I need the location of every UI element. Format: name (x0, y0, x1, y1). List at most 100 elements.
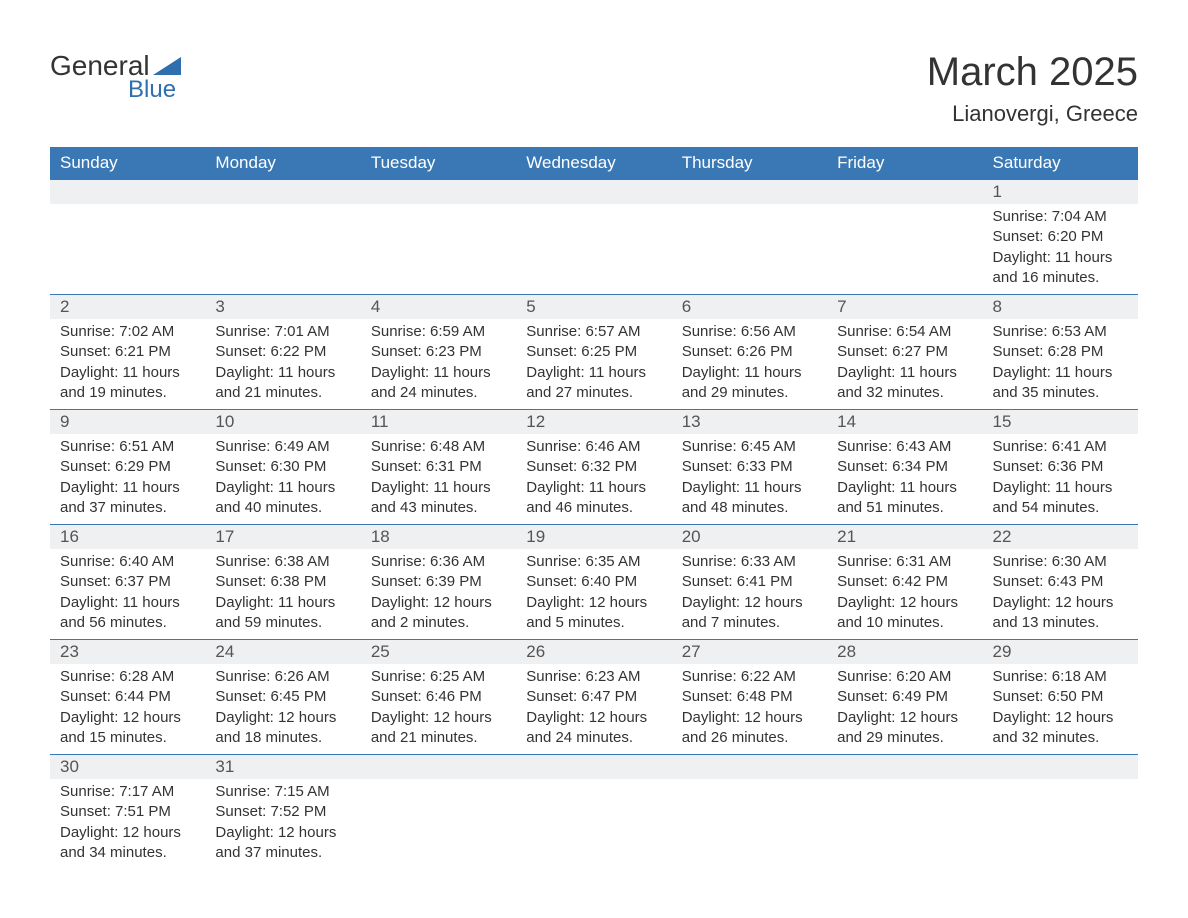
daylight-text-2: and 29 minutes. (682, 383, 817, 403)
day-number-cell: 22 (983, 525, 1138, 550)
daylight-text-1: Daylight: 11 hours (371, 478, 506, 498)
daylight-text-1: Daylight: 11 hours (526, 478, 661, 498)
sunrise-text: Sunrise: 7:15 AM (215, 782, 350, 802)
daylight-text-1: Daylight: 12 hours (371, 593, 506, 613)
day-number-cell: 11 (361, 410, 516, 435)
day-detail-cell: Sunrise: 7:17 AMSunset: 7:51 PMDaylight:… (50, 779, 205, 869)
brand-word-2: Blue (128, 76, 176, 104)
day-number-cell: 15 (983, 410, 1138, 435)
sunset-text: Sunset: 6:40 PM (526, 572, 661, 592)
sunset-text: Sunset: 6:25 PM (526, 342, 661, 362)
day-number-cell: 26 (516, 640, 671, 665)
month-title: March 2025 (927, 50, 1138, 95)
daylight-text-1: Daylight: 12 hours (371, 708, 506, 728)
day-detail-cell: Sunrise: 6:22 AMSunset: 6:48 PMDaylight:… (672, 664, 827, 755)
day-number-cell: 27 (672, 640, 827, 665)
day-detail-cell (672, 779, 827, 869)
sunset-text: Sunset: 6:27 PM (837, 342, 972, 362)
day-detail-cell: Sunrise: 6:31 AMSunset: 6:42 PMDaylight:… (827, 549, 982, 640)
daylight-text-2: and 37 minutes. (215, 843, 350, 863)
day-number-cell: 16 (50, 525, 205, 550)
daylight-text-1: Daylight: 11 hours (215, 478, 350, 498)
daylight-text-1: Daylight: 11 hours (682, 363, 817, 383)
daylight-text-2: and 15 minutes. (60, 728, 195, 748)
calendar-table: Sunday Monday Tuesday Wednesday Thursday… (50, 147, 1138, 869)
daylight-text-2: and 43 minutes. (371, 498, 506, 518)
daylight-text-1: Daylight: 11 hours (993, 478, 1128, 498)
day-number-cell: 4 (361, 295, 516, 320)
day-number-cell: 13 (672, 410, 827, 435)
sunrise-text: Sunrise: 6:46 AM (526, 437, 661, 457)
day-detail-cell: Sunrise: 7:15 AMSunset: 7:52 PMDaylight:… (205, 779, 360, 869)
sunset-text: Sunset: 7:52 PM (215, 802, 350, 822)
day-detail-cell: Sunrise: 6:45 AMSunset: 6:33 PMDaylight:… (672, 434, 827, 525)
daylight-text-1: Daylight: 12 hours (837, 593, 972, 613)
day-number-cell: 8 (983, 295, 1138, 320)
day-number-cell (361, 755, 516, 780)
daylight-text-2: and 46 minutes. (526, 498, 661, 518)
day-detail-cell: Sunrise: 6:41 AMSunset: 6:36 PMDaylight:… (983, 434, 1138, 525)
sunset-text: Sunset: 6:36 PM (993, 457, 1128, 477)
sunrise-text: Sunrise: 6:33 AM (682, 552, 817, 572)
sunset-text: Sunset: 6:29 PM (60, 457, 195, 477)
daylight-text-1: Daylight: 11 hours (60, 593, 195, 613)
daylight-text-2: and 29 minutes. (837, 728, 972, 748)
sunset-text: Sunset: 6:43 PM (993, 572, 1128, 592)
sunrise-text: Sunrise: 6:35 AM (526, 552, 661, 572)
sunrise-text: Sunrise: 6:51 AM (60, 437, 195, 457)
day-number-cell: 9 (50, 410, 205, 435)
day-number-cell: 25 (361, 640, 516, 665)
day-number-cell: 6 (672, 295, 827, 320)
day-detail-cell: Sunrise: 6:57 AMSunset: 6:25 PMDaylight:… (516, 319, 671, 410)
day-detail-cell (827, 779, 982, 869)
daylight-text-1: Daylight: 11 hours (682, 478, 817, 498)
daylight-text-2: and 40 minutes. (215, 498, 350, 518)
day-detail-cell: Sunrise: 6:40 AMSunset: 6:37 PMDaylight:… (50, 549, 205, 640)
day-detail-cell (983, 779, 1138, 869)
weekday-header-row: Sunday Monday Tuesday Wednesday Thursday… (50, 147, 1138, 180)
daylight-text-1: Daylight: 11 hours (215, 593, 350, 613)
daylight-text-1: Daylight: 11 hours (60, 363, 195, 383)
sunset-text: Sunset: 6:45 PM (215, 687, 350, 707)
daylight-text-1: Daylight: 11 hours (837, 478, 972, 498)
day-detail-row: Sunrise: 7:04 AMSunset: 6:20 PMDaylight:… (50, 204, 1138, 295)
sunset-text: Sunset: 6:46 PM (371, 687, 506, 707)
sunrise-text: Sunrise: 6:30 AM (993, 552, 1128, 572)
day-detail-cell (361, 779, 516, 869)
daylight-text-2: and 27 minutes. (526, 383, 661, 403)
day-number-cell: 12 (516, 410, 671, 435)
day-number-cell: 1 (983, 180, 1138, 205)
daylight-text-2: and 13 minutes. (993, 613, 1128, 633)
day-detail-cell: Sunrise: 6:53 AMSunset: 6:28 PMDaylight:… (983, 319, 1138, 410)
daylight-text-1: Daylight: 12 hours (993, 593, 1128, 613)
day-detail-cell: Sunrise: 6:54 AMSunset: 6:27 PMDaylight:… (827, 319, 982, 410)
day-detail-cell: Sunrise: 6:46 AMSunset: 6:32 PMDaylight:… (516, 434, 671, 525)
day-detail-cell: Sunrise: 7:04 AMSunset: 6:20 PMDaylight:… (983, 204, 1138, 295)
sunrise-text: Sunrise: 6:40 AM (60, 552, 195, 572)
day-detail-cell: Sunrise: 6:59 AMSunset: 6:23 PMDaylight:… (361, 319, 516, 410)
header: General Blue March 2025 Lianovergi, Gree… (50, 50, 1138, 127)
daylight-text-1: Daylight: 11 hours (526, 363, 661, 383)
weekday-header: Sunday (50, 147, 205, 180)
daylight-text-1: Daylight: 12 hours (60, 823, 195, 843)
sunset-text: Sunset: 6:48 PM (682, 687, 817, 707)
daylight-text-2: and 2 minutes. (371, 613, 506, 633)
sunrise-text: Sunrise: 6:28 AM (60, 667, 195, 687)
day-detail-cell: Sunrise: 6:18 AMSunset: 6:50 PMDaylight:… (983, 664, 1138, 755)
day-detail-cell (827, 204, 982, 295)
daylight-text-2: and 56 minutes. (60, 613, 195, 633)
daylight-text-2: and 32 minutes. (837, 383, 972, 403)
daylight-text-1: Daylight: 11 hours (371, 363, 506, 383)
day-number-row: 23242526272829 (50, 640, 1138, 665)
daylight-text-1: Daylight: 12 hours (60, 708, 195, 728)
day-detail-row: Sunrise: 6:28 AMSunset: 6:44 PMDaylight:… (50, 664, 1138, 755)
sunset-text: Sunset: 6:49 PM (837, 687, 972, 707)
sunrise-text: Sunrise: 6:36 AM (371, 552, 506, 572)
daylight-text-1: Daylight: 11 hours (215, 363, 350, 383)
day-number-cell: 19 (516, 525, 671, 550)
sunrise-text: Sunrise: 6:45 AM (682, 437, 817, 457)
day-number-cell: 29 (983, 640, 1138, 665)
day-number-cell: 2 (50, 295, 205, 320)
sunset-text: Sunset: 6:41 PM (682, 572, 817, 592)
sunrise-text: Sunrise: 6:31 AM (837, 552, 972, 572)
